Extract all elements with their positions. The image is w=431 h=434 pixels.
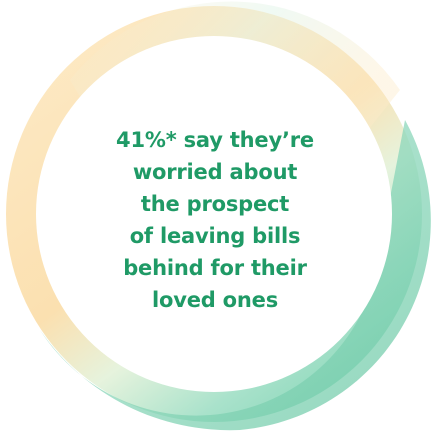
statistic-line: 41%* say they’re bbox=[116, 128, 314, 152]
statistic-line: worried about bbox=[132, 160, 298, 184]
statistic-line: of leaving bills bbox=[129, 224, 301, 248]
inner-circle bbox=[36, 36, 392, 392]
statistic-line: loved ones bbox=[151, 288, 279, 312]
statistic-text: 41%* say they’re worried about the prosp… bbox=[108, 124, 322, 324]
statistic-line: behind for their bbox=[123, 256, 307, 280]
statistic-line: the prospect bbox=[140, 192, 290, 216]
